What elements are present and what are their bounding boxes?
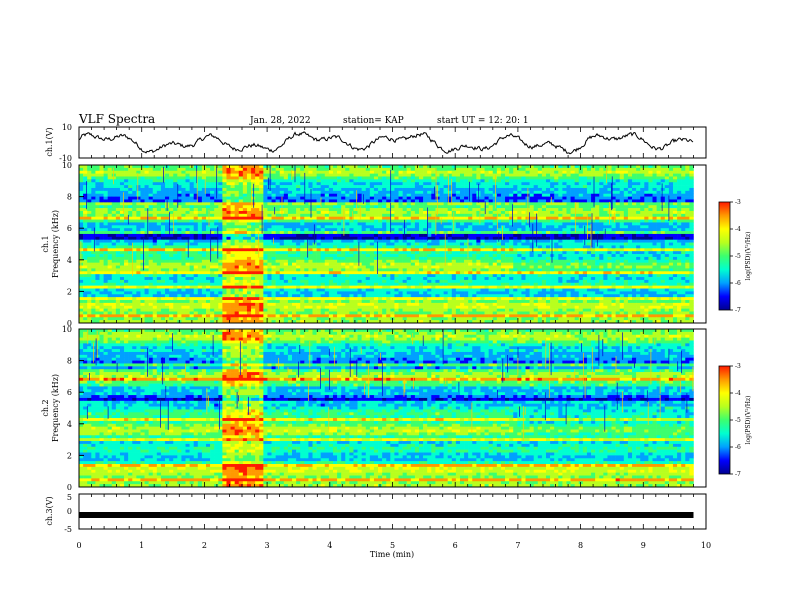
x-tick-label: 8 [578,541,583,550]
colorbar-tick-label: -5 [735,253,741,260]
ch2-spectrogram-panel: ch.2 Frequency (kHz) 0 2 4 6 8 10 [41,325,707,492]
p2-yticks-label: 4 [67,256,72,265]
ch1-spectrogram-image [79,165,694,324]
ch3-waveform-ylabel: ch.3(V) [45,496,54,525]
colorbar-tick-label: -3 [735,363,741,370]
time-axis-label: Time (min) [370,550,414,559]
p3-yticks-label: 2 [67,451,72,460]
x-tick-label: 1 [139,541,144,550]
ch2-colorbar: -3 -4 -5 -6 -7 log(PSD)(V²/Hz) [718,363,752,478]
start-time-label: start UT = 12: 20: 1 [437,116,529,126]
ch3-ytick-bottom: -5 [64,525,72,534]
x-tick-label: 0 [76,541,81,550]
p3-yticks-label: 6 [67,388,72,397]
figure-title: VLF Spectra [78,112,155,126]
ch1-colorbar-label: log(PSD)(V²/Hz) [745,232,752,281]
ch3-waveform-panel: 5 0 -5 ch.3(V) [45,493,707,534]
ch3-waveform-frame [78,493,707,530]
ch3-waveform-line [79,512,694,518]
x-tick-label: 5 [390,541,395,550]
colorbar-tick-label: -7 [735,307,741,314]
colorbar-tick-label: -7 [735,471,741,478]
ch1-waveform-panel: 10 -10 ch.1(V) [45,123,707,163]
x-tick-label: 3 [265,541,270,550]
ch2-spectrogram-ylabel-channel: ch.2 [41,399,50,416]
ch2-spectrogram-ylabel-frequency: Frequency (kHz) [51,374,60,442]
p3-yticks-label: 8 [67,357,72,366]
ch1-colorbar: -3 -4 -5 -6 -7 log(PSD)(V²/Hz) [718,199,752,314]
x-tick-label: 6 [453,541,458,550]
x-tick-label: 9 [641,541,646,550]
ch1-ytick-bottom: -10 [59,154,72,163]
ch3-ytick-mid: 0 [67,507,72,516]
colorbar-tick-label: -4 [735,390,741,397]
colorbar-tick-label: -3 [735,199,741,206]
ch1-spectrogram-ylabel-frequency: Frequency (kHz) [51,210,60,278]
p2-yticks-label: 0 [67,319,72,328]
colorbar-tick-label: -4 [735,226,741,233]
p3-yticks-label: 10 [62,325,72,334]
ch2-colorbar-label: log(PSD)(V²/Hz) [745,396,752,445]
ch1-waveform-line [78,131,694,155]
p2-yticks-label: 6 [67,224,72,233]
p3-yticks-label: 4 [67,420,72,429]
ch1-spectrogram-ylabel-channel: ch.1 [41,235,50,252]
date-label: Jan. 28, 2022 [249,116,311,126]
ch1-spectrogram-panel: ch.1 Frequency (kHz) 0 2 4 6 8 10 [41,161,707,328]
ch3-ytick-top: 5 [67,493,72,502]
x-tick-label: 10 [701,541,711,550]
p2-yticks-label: 10 [62,161,72,170]
x-tick-label: 2 [202,541,207,550]
ch1-waveform-ylabel: ch.1(V) [45,127,54,156]
colorbar-tick-label: -6 [735,444,741,451]
p3-yticks-label: 0 [67,483,72,492]
ch2-spectrogram-image [79,329,694,488]
p2-yticks-label: 2 [67,287,72,296]
p2-yticks-label: 8 [67,193,72,202]
x-tick-label: 7 [515,541,520,550]
station-label: station= KAP [343,116,404,126]
ch1-colorbar-bar [718,201,731,311]
ch2-colorbar-bar [718,365,731,475]
x-tick-label: 4 [327,541,332,550]
ch1-ytick-top: 10 [62,123,72,132]
colorbar-tick-label: -5 [735,417,741,424]
time-axis-ticks: 0 1 2 3 4 5 6 7 8 9 10 [76,127,711,550]
colorbar-tick-label: -6 [735,280,741,287]
